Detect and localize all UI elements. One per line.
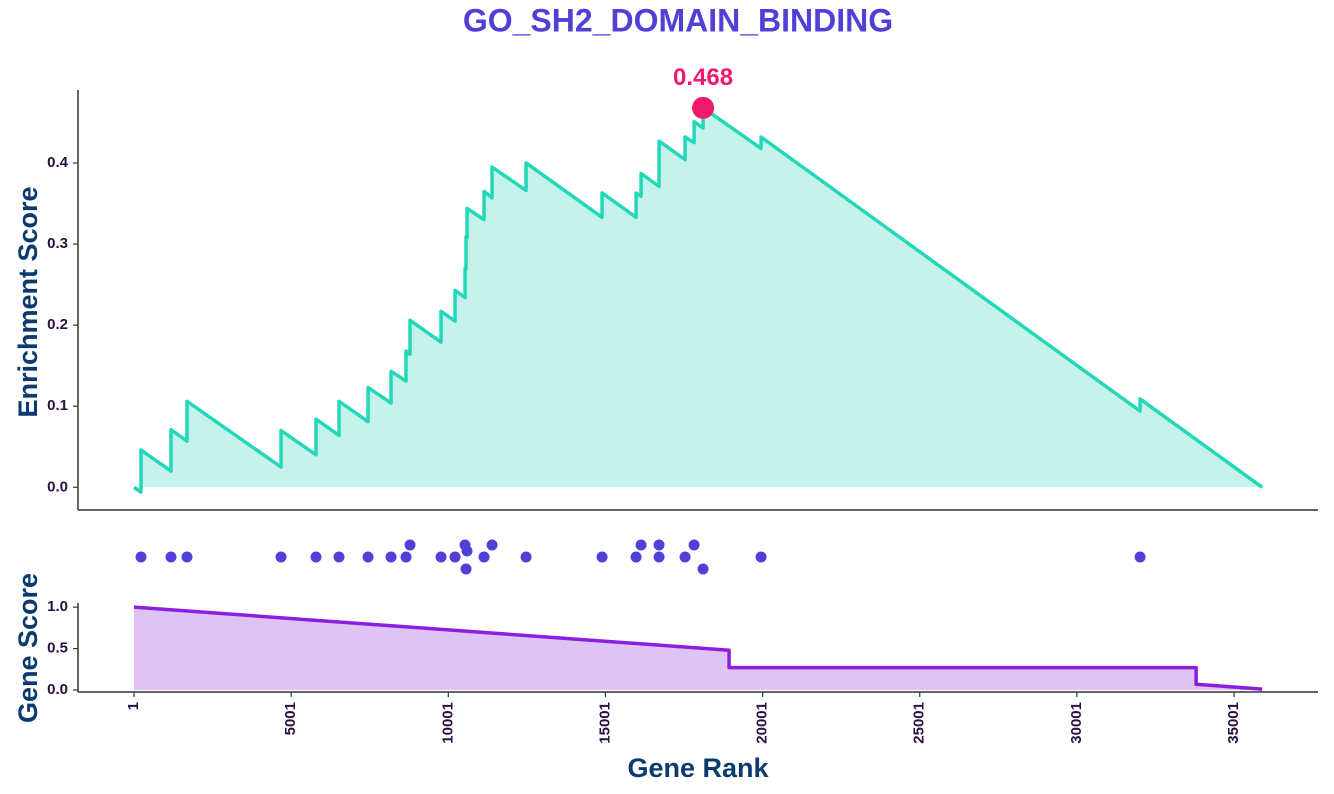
hit-marker — [679, 551, 691, 563]
x-tick-label: 10001 — [439, 702, 456, 744]
hit-marker — [404, 539, 416, 551]
es-axis-label: Enrichment Score — [13, 186, 43, 417]
y-tick-label: 0.2 — [47, 316, 68, 333]
hit-marker — [755, 551, 767, 563]
hit-marker — [165, 551, 177, 563]
hit-marker — [688, 539, 700, 551]
hit-marker — [478, 551, 490, 563]
y-tick-label: 1.0 — [47, 598, 68, 615]
hit-marker — [1134, 551, 1146, 563]
x-axis-label: Gene Rank — [627, 753, 769, 783]
hit-marker — [596, 551, 608, 563]
x-tick-label: 35001 — [1225, 702, 1242, 744]
hit-marker — [333, 551, 345, 563]
hit-marker — [630, 551, 642, 563]
hit-marker — [653, 551, 665, 563]
hit-marker — [520, 551, 532, 563]
y-tick-label: 0.3 — [47, 235, 68, 252]
hit-marker — [400, 551, 412, 563]
hit-marker — [486, 539, 498, 551]
x-tick-label: 15001 — [596, 702, 613, 744]
x-tick-label: 20001 — [754, 702, 771, 744]
x-tick-label: 30001 — [1068, 702, 1085, 744]
hit-marker — [310, 551, 322, 563]
hit-marker — [362, 551, 374, 563]
hit-marker — [385, 551, 397, 563]
es-area — [134, 107, 1263, 493]
y-tick-label: 0.4 — [47, 154, 69, 171]
peak-marker — [692, 96, 715, 119]
hit-marker — [275, 551, 287, 563]
hit-marker — [135, 551, 147, 563]
hit-marker — [449, 551, 461, 563]
hit-marker — [461, 545, 473, 557]
peak-label: 0.468 — [673, 64, 733, 91]
hit-marker — [697, 563, 709, 575]
gene-axis-label: Gene Score — [13, 573, 43, 723]
es-line — [133, 106, 1264, 494]
gene-score-line — [133, 605, 1263, 691]
hit-marker — [635, 539, 647, 551]
x-tick-label: 1 — [125, 702, 142, 710]
hit-marker — [460, 563, 472, 575]
hit-marker — [653, 539, 665, 551]
x-tick-label: 5001 — [282, 702, 299, 735]
hit-marker — [435, 551, 447, 563]
chart-title: GO_SH2_DOMAIN_BINDING — [463, 2, 893, 38]
y-tick-label: 0.0 — [47, 478, 68, 495]
y-tick-label: 0.5 — [47, 640, 68, 657]
hit-marker — [181, 551, 193, 563]
y-tick-label: 0.1 — [47, 397, 68, 414]
y-tick-label: 0.0 — [47, 681, 68, 698]
x-tick-label: 25001 — [911, 702, 928, 744]
